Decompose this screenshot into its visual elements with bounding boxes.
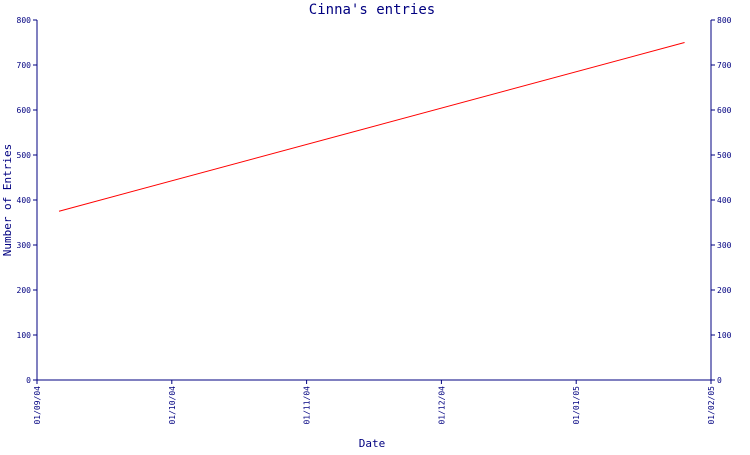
y-tick-label-right: 300 — [717, 241, 732, 250]
x-tick-label: 01/11/04 — [303, 386, 312, 425]
x-tick-label: 01/02/05 — [707, 386, 716, 425]
y-tick-label-left: 300 — [17, 241, 32, 250]
y-tick-label-left: 100 — [17, 331, 32, 340]
chart-title: Cinna's entries — [309, 2, 435, 18]
x-axis-label: Date — [359, 437, 386, 450]
series-group — [58, 42, 685, 212]
series-line — [58, 42, 685, 212]
y-tick-label-right: 200 — [717, 286, 732, 295]
y-tick-label-left: 200 — [17, 286, 32, 295]
y-axis-label: Number of Entries — [1, 144, 14, 257]
y-tick-label-right: 500 — [717, 151, 732, 160]
y-tick-label-right: 700 — [717, 61, 732, 70]
y-axis-left: 0 100 200 300 400 500 600 700 800 — [17, 16, 37, 385]
axes — [36, 20, 712, 381]
x-tick-label: 01/12/04 — [437, 386, 446, 425]
y-tick-label-right: 100 — [717, 331, 732, 340]
x-tick-label: 01/09/04 — [33, 386, 42, 425]
y-tick-label-left: 500 — [17, 151, 32, 160]
y-tick-label-left: 0 — [26, 376, 31, 385]
y-axis-right: 0 100 200 300 400 500 600 700 800 — [711, 16, 732, 385]
y-tick-label-left: 700 — [17, 61, 32, 70]
y-tick-label-right: 400 — [717, 196, 732, 205]
y-tick-label-left: 600 — [17, 106, 32, 115]
x-axis: 01/09/04 01/10/04 01/11/04 01/12/04 01/01/05… — [33, 380, 716, 425]
y-tick-label-right: 800 — [717, 16, 732, 25]
y-tick-label-left: 800 — [17, 16, 32, 25]
y-tick-label-right: 600 — [717, 106, 732, 115]
y-tick-label-left: 400 — [17, 196, 32, 205]
y-tick-label-right: 0 — [717, 376, 722, 385]
x-tick-label: 01/01/05 — [572, 386, 581, 425]
x-tick-label: 01/10/04 — [168, 386, 177, 425]
